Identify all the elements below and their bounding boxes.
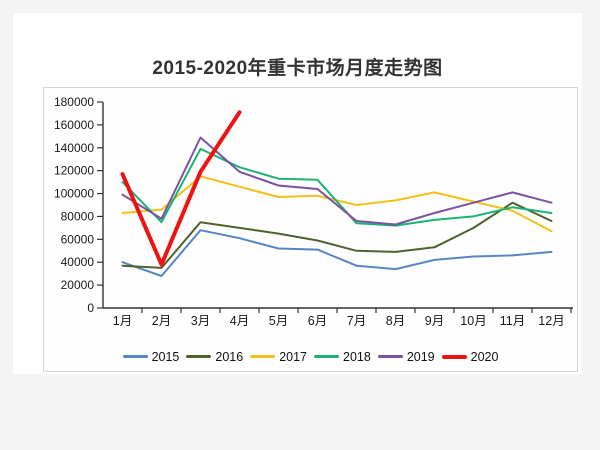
series-line-2015 — [121, 229, 553, 277]
x-axis-label: 2月 — [152, 314, 171, 328]
line-chart: 0 20000 40000 60000 80000 100000 120000 140000 1… — [54, 95, 573, 328]
y-axis-label: 100000 — [54, 187, 94, 201]
legend-item-2018: 2018 — [314, 349, 371, 364]
chart-legend: 2015 2016 2017 2018 2019 2020 — [44, 349, 577, 364]
legend-label: 2015 — [151, 349, 180, 364]
series-line-2018 — [121, 147, 553, 227]
legend-swatch-2019 — [377, 355, 403, 359]
series-line-2020 — [120, 110, 242, 267]
legend-label: 2017 — [279, 349, 307, 364]
x-axis-label: 8月 — [386, 314, 405, 328]
y-axis-label: 120000 — [54, 164, 94, 178]
y-axis-label: 60000 — [61, 232, 95, 246]
x-axis-label: 12月 — [538, 314, 564, 328]
chart-panel: 0 20000 40000 60000 80000 100000 120000 140000 1… — [43, 87, 578, 372]
legend-item-2015: 2015 — [122, 349, 180, 364]
y-axis-label: 180000 — [54, 95, 94, 109]
x-axis-label: 5月 — [269, 314, 288, 328]
x-axis-label: 1月 — [113, 314, 132, 328]
legend-label: 2016 — [215, 349, 244, 364]
legend-swatch-2017 — [250, 355, 276, 359]
legend-label: 2019 — [406, 349, 435, 364]
y-axis-label: 40000 — [61, 255, 95, 269]
legend-item-2016: 2016 — [186, 349, 244, 364]
legend-swatch-2016 — [186, 355, 212, 359]
legend-label: 2018 — [343, 349, 371, 364]
x-axis-label: 6月 — [308, 314, 327, 328]
legend-swatch-2020 — [441, 354, 467, 359]
legend-label: 2020 — [470, 349, 499, 364]
legend-item-2019: 2019 — [377, 349, 435, 364]
y-axis-label: 140000 — [54, 141, 94, 155]
y-axis-label: 160000 — [54, 118, 94, 132]
series-line-2016 — [121, 201, 553, 269]
y-axis-label: 20000 — [61, 278, 95, 292]
x-axis-label: 11月 — [500, 314, 525, 328]
legend-item-2017: 2017 — [250, 349, 307, 364]
x-axis-label: 10月 — [460, 314, 486, 328]
legend-item-2020: 2020 — [441, 349, 499, 364]
x-axis-label: 9月 — [425, 314, 444, 328]
series-line-2019 — [121, 136, 553, 226]
chart-title: 2015-2020年重卡市场月度走势图 — [152, 58, 443, 79]
x-axis-label: 3月 — [191, 314, 210, 328]
y-axis-label: 80000 — [61, 209, 95, 223]
legend-swatch-2018 — [314, 355, 339, 359]
chart-card: 2015-2020年重卡市场月度走势图 0 20000 40000 60000 8000… — [13, 13, 582, 374]
x-axis-label: 4月 — [230, 314, 249, 328]
legend-swatch-2015 — [122, 355, 148, 359]
y-axis-label: 0 — [87, 301, 94, 315]
x-axis-label: 7月 — [347, 314, 366, 328]
